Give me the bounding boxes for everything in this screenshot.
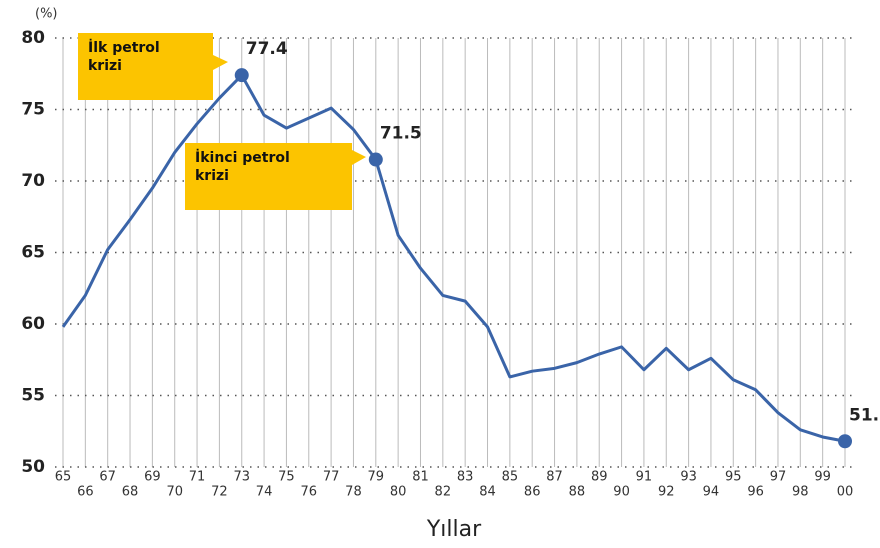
x-tick-label: 83 [457, 470, 474, 485]
x-tick-label: 69 [144, 470, 161, 485]
y-tick-label: 70 [21, 171, 45, 191]
y-tick-label: 50 [21, 457, 45, 477]
x-tick-label: 81 [412, 470, 429, 485]
x-tick-label: 97 [770, 470, 787, 485]
x-tick-label: 73 [233, 470, 250, 485]
x-axis-label: Yıllar [426, 517, 482, 542]
point [234, 68, 249, 83]
x-tick-label: 98 [792, 485, 809, 500]
x-tick-label: 68 [122, 485, 139, 500]
x-tick-label: 85 [502, 470, 519, 485]
line [61, 73, 846, 443]
x-tick-label: 99 [814, 470, 831, 485]
x-tick-label: 76 [300, 485, 317, 500]
callout-pointer [213, 55, 228, 70]
data-label: 77.4 [246, 39, 288, 59]
x-tick-label: 00 [837, 485, 854, 500]
x-tick-label: 72 [211, 485, 228, 500]
x-tick-label: 94 [703, 485, 720, 500]
x-tick-label: 79 [368, 470, 385, 485]
y-tick-label: 65 [21, 243, 45, 263]
x-tick-label: 87 [546, 470, 563, 485]
x-tick-label: 86 [524, 485, 541, 500]
x-tick-label: 82 [435, 485, 452, 500]
y-tick-label: 80 [21, 28, 45, 48]
y-tick-label: 60 [21, 314, 45, 334]
x-tick-label: 78 [345, 485, 362, 500]
x-tick-label: 70 [166, 485, 183, 500]
x-tick-label: 66 [77, 485, 94, 500]
x-tick-label: 95 [725, 470, 742, 485]
y-tick-label: 75 [21, 100, 45, 120]
x-tick-label: 84 [479, 485, 496, 500]
data-label: 51.8 [849, 405, 880, 425]
x-tick-label: 93 [680, 470, 697, 485]
x-tick-label: 67 [99, 470, 116, 485]
x-tick-label: 88 [569, 485, 586, 500]
annotation: İlk petrol krizi [78, 33, 213, 100]
data-label: 71.5 [380, 124, 422, 144]
annotation: İkinci petrol krizi [185, 143, 352, 210]
x-tick-label: 65 [55, 470, 72, 485]
point [368, 152, 383, 167]
x-tick-label: 90 [613, 485, 630, 500]
x-tick-label: 74 [256, 485, 273, 500]
x-tick-label: 75 [278, 470, 295, 485]
x-tick-label: 80 [390, 485, 407, 500]
callout-pointer [352, 150, 366, 165]
x-tick-label: 91 [636, 470, 653, 485]
unit-label: (%) [35, 7, 58, 22]
x-tick-label: 71 [189, 470, 206, 485]
x-tick-label: 89 [591, 470, 608, 485]
x-tick-label: 77 [323, 470, 340, 485]
x-tick-label: 96 [747, 485, 764, 500]
point [838, 434, 852, 449]
y-tick-label: 55 [21, 386, 45, 406]
x-tick-label: 92 [658, 485, 675, 500]
